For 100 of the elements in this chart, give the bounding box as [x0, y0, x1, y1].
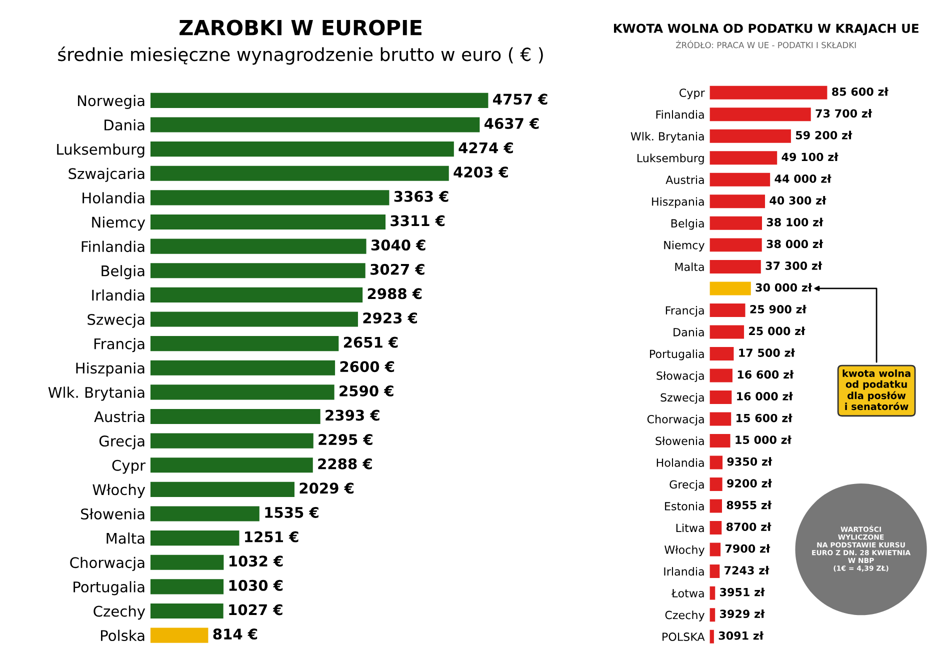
bar	[710, 108, 811, 122]
y-tick-label: Niemcy	[664, 240, 705, 252]
bar	[150, 360, 336, 376]
bar	[150, 166, 449, 181]
y-tick-label: Hiszpania	[76, 362, 144, 376]
data-label: 37 300 zł	[766, 261, 822, 270]
y-tick-label: Słowenia	[81, 508, 144, 520]
data-label: 85 600 zł	[832, 87, 889, 96]
y-tick-label: Belgia	[102, 265, 144, 280]
y-tick-label: Norwegia	[78, 94, 144, 110]
data-label: 2923 €	[363, 312, 417, 324]
bar	[150, 312, 358, 327]
y-tick-label: Włochy	[92, 484, 146, 498]
data-label: 44 000 zł	[774, 174, 832, 183]
data-label: 8955 zł	[726, 500, 772, 510]
bar	[710, 630, 714, 644]
y-tick-label: Irlandia	[92, 289, 144, 301]
data-label: 2393 €	[326, 410, 380, 421]
y-tick-label: POLSKA	[662, 632, 705, 641]
data-label: 4637 €	[484, 118, 539, 129]
y-tick-label: Chorwacja	[647, 414, 704, 426]
chart-subtitle: ŹRÓDŁO: PRACA W UE - PODATKI I SKŁADKI	[676, 40, 856, 48]
y-tick-label: Holandia	[82, 192, 144, 204]
bar	[150, 214, 386, 230]
bar	[710, 238, 762, 252]
data-label: 3311 €	[390, 215, 445, 226]
data-label: 1030 €	[229, 580, 283, 591]
y-tick-label: Słowacja	[656, 371, 704, 382]
data-label: 15 600 zł	[736, 414, 792, 422]
y-tick-label: Hiszpania	[652, 197, 704, 208]
data-label: 4203 €	[454, 166, 508, 178]
data-label: 1251 €	[245, 531, 298, 542]
y-tick-label: Wlk. Brytania	[48, 386, 144, 401]
y-tick-label: Cypr	[112, 460, 146, 474]
y-tick-label: Holandia	[656, 458, 704, 467]
y-tick-label: Szwecja	[660, 393, 704, 404]
bar	[710, 434, 730, 448]
bar	[710, 282, 751, 296]
bar	[710, 216, 762, 230]
bar	[710, 542, 721, 556]
data-label: 3027 €	[370, 264, 424, 275]
y-tick-label: Włochy	[664, 545, 705, 556]
bar	[710, 129, 791, 143]
data-label: 3951 zł	[720, 588, 765, 596]
y-tick-label: Grecja	[99, 435, 144, 450]
y-tick-label: Litwa	[676, 524, 704, 532]
y-tick-label: Dania	[104, 119, 144, 131]
bar	[710, 412, 732, 426]
data-label: 25 900 zł	[750, 304, 807, 314]
bar	[710, 608, 716, 622]
y-tick-label: Szwecja	[88, 314, 144, 328]
data-label: 3091 zł	[718, 631, 764, 640]
bar	[710, 325, 744, 339]
bar	[710, 346, 734, 360]
y-tick-label: Chorwacja	[70, 556, 144, 571]
bar	[710, 151, 778, 165]
data-label: 7243 zł	[724, 566, 770, 575]
bar	[710, 499, 722, 513]
data-label: 8700 zł	[726, 522, 772, 532]
data-label: 3040 €	[371, 240, 426, 251]
bar	[710, 260, 761, 274]
y-tick-label: Portugalia	[74, 581, 144, 596]
data-label: 2590 €	[340, 385, 394, 396]
bar	[150, 238, 366, 254]
data-label: 2988 €	[368, 288, 422, 300]
bar	[150, 482, 294, 497]
data-label: 1032 €	[230, 556, 283, 567]
bar	[150, 603, 224, 619]
bar	[150, 554, 224, 570]
data-label: 38 000 zł	[766, 240, 824, 248]
y-tick-label: Irlandia	[664, 567, 704, 576]
y-tick-label: Czechy	[665, 610, 705, 622]
y-tick-label: Finlandia	[82, 240, 144, 252]
y-tick-label: Czechy	[94, 605, 146, 620]
y-tick-label: Słowenia	[656, 436, 704, 446]
data-label: 2029 €	[300, 482, 354, 494]
bar	[150, 384, 334, 400]
y-tick-label: Francja	[94, 338, 144, 352]
bar	[150, 530, 240, 546]
data-label: 16 000 zł	[737, 392, 794, 400]
data-label: 2651 €	[344, 336, 398, 348]
bar	[150, 263, 366, 278]
bar	[150, 336, 339, 352]
y-tick-label: Luksemburg	[637, 154, 704, 164]
y-tick-label: Malta	[675, 262, 704, 272]
data-label: 38 100 zł	[766, 218, 824, 226]
y-tick-label: Łotwa	[671, 589, 704, 598]
y-tick-label: Niemcy	[92, 216, 146, 231]
text: kwota wolna od podatku dla posłów i senatorów	[842, 369, 910, 410]
bar	[150, 117, 480, 132]
data-label: 4274 €	[458, 142, 513, 154]
data-label: 16 600 zł	[738, 370, 794, 379]
data-label: 3363 €	[394, 190, 448, 202]
y-tick-label: Luksemburg	[57, 144, 144, 158]
bar	[150, 287, 363, 302]
y-tick-label: Austria	[666, 175, 704, 184]
data-label: 7900 zł	[725, 544, 770, 553]
data-label: 15 000 zł	[736, 435, 792, 444]
bar	[150, 190, 390, 206]
y-tick-label: Malta	[106, 532, 144, 544]
